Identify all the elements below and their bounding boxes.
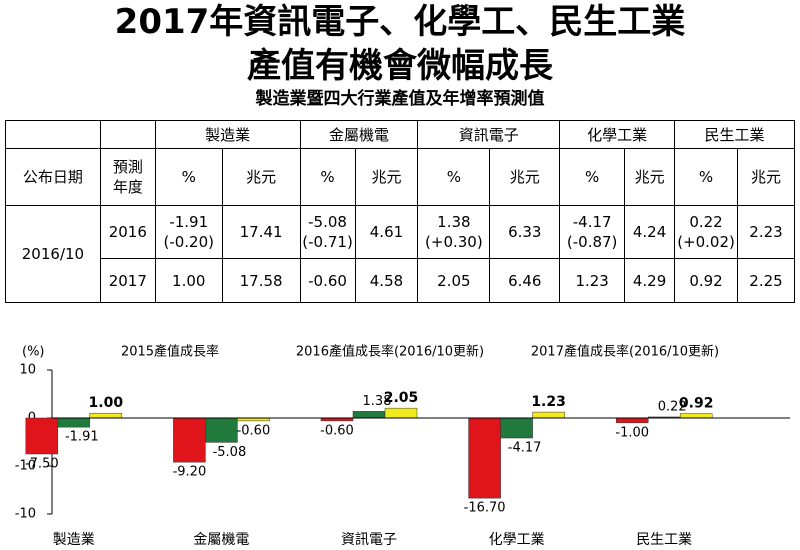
bar: [205, 417, 238, 443]
table-cell: 4.24: [624, 205, 676, 259]
x-tick-label: 化學工業: [489, 532, 545, 548]
table-cell: 2017: [99, 258, 156, 303]
bar: [352, 411, 386, 419]
bar: [468, 417, 501, 499]
value-label: -0.60: [320, 423, 354, 438]
bar: [532, 411, 565, 419]
x-tick-label: 製造業: [53, 532, 95, 548]
cell-line: 1.38: [437, 213, 471, 231]
table-cell: 1.38 (+0.30): [417, 205, 491, 259]
table-cell: 2.23: [737, 205, 795, 259]
title: 2017年資訊電子、化學工、民生工業: [114, 2, 686, 42]
cell-line: 預測: [112, 158, 143, 176]
bar: [500, 417, 533, 439]
table-cell: 預測 年度: [99, 148, 156, 206]
value-label: -16.70: [464, 501, 506, 516]
title: 產值有機會微幅成長: [247, 46, 553, 86]
legend-label: 2015產值成長率: [121, 344, 219, 360]
cell-line: 年度: [112, 178, 143, 196]
bar: [615, 417, 649, 424]
value-label: 0.22: [658, 399, 687, 414]
y-tick-label: 10: [19, 363, 36, 378]
table-row: 2016/10 2016 -1.91 (-0.20) 17.41 -5.08 (-0.71)…: [5, 205, 795, 303]
table-cell: 兆元: [737, 148, 795, 206]
table-row: 公布日期 預測 年度% 兆元% 兆元% 兆元% 兆元% 兆元: [5, 148, 795, 206]
bar: [89, 412, 123, 419]
table-cell: 2016: [99, 205, 156, 259]
y-tick-label: -10: [15, 459, 36, 474]
value-label: -1.91: [65, 430, 99, 445]
cell-line: -5.08: [308, 213, 347, 231]
table-cell: 2.05: [417, 258, 491, 303]
x-tick-label: 金屬機電: [193, 532, 249, 548]
cell-line: (+0.30): [425, 233, 483, 251]
table-cell: 2016/10: [5, 205, 101, 303]
legend-label: 2017產值成長率(2016/10更新): [531, 344, 719, 360]
value-label: 1.38: [363, 394, 392, 409]
x-tick-label: 民生工業: [636, 532, 692, 548]
y-axis-label: (%): [22, 345, 45, 360]
bar: [173, 417, 206, 463]
table-cell: 兆元: [489, 148, 561, 206]
bar: [384, 407, 418, 419]
x-tick-label: 資訊電子: [341, 532, 397, 548]
table-cell: %: [299, 148, 356, 206]
value-label: 0.92: [679, 396, 714, 412]
table-cell: 兆元: [221, 148, 301, 206]
data-table: 製造業 金屬機電 資訊電子 化學工業 民生工業 公布日期 預測 年度% 兆元% 兆元% 兆元% 兆元%…: [5, 120, 795, 303]
table-cell: 17.58: [221, 258, 301, 303]
table-cell: 6.46: [489, 258, 561, 303]
bar: [25, 417, 59, 455]
cell-line: -4.17: [572, 213, 612, 231]
subtitle: 製造業暨四大行業產值及年增率預測值: [255, 89, 545, 109]
bar: [679, 413, 713, 419]
value-label: -9.20: [173, 465, 207, 480]
value-label: -4.17: [508, 441, 542, 456]
table-cell: 兆元: [354, 148, 419, 206]
table-cell: -1.91 (-0.20): [154, 205, 223, 259]
cell-line: (-0.87): [566, 233, 618, 251]
cell-line: (-0.20): [163, 233, 214, 251]
table-cell: %: [559, 148, 626, 206]
table-cell: 4.58: [354, 258, 419, 303]
table-cell: 製造業: [154, 120, 301, 149]
table-row: 製造業 金屬機電 資訊電子 化學工業 民生工業: [5, 120, 795, 149]
table-cell: -5.08 (-0.71): [299, 205, 356, 259]
table-row: 2017 1.00 17.58 -0.60 4.58 2.05 6.46 1.23 4.29 0.…: [6, 258, 795, 303]
y-tick-label: -10: [15, 507, 36, 522]
value-label: 1.00: [89, 395, 124, 411]
value-label: -1.00: [615, 425, 649, 440]
legend-label: 2016產值成長率(2016/10更新): [296, 344, 484, 360]
table-cell: 6.33: [489, 205, 561, 259]
cell-line: (+0.02): [677, 233, 735, 251]
cell-line: -1.91: [169, 213, 209, 231]
value-label: 1.23: [531, 394, 566, 410]
table-cell: %: [417, 148, 491, 206]
table-cell: 0.92: [674, 258, 739, 303]
table-cell: 1.23: [559, 258, 626, 303]
bar: [57, 417, 91, 428]
table-cell: 4.61: [354, 205, 419, 259]
cell-line: 0.22: [689, 213, 723, 231]
value-label: -0.60: [237, 423, 271, 438]
value-label: -7.50: [25, 457, 59, 472]
value-label: -5.08: [213, 445, 247, 460]
table-cell: 1.00: [154, 258, 223, 303]
cell-line: (-0.71): [302, 233, 353, 251]
table-cell: %: [154, 148, 223, 206]
table-cell: -4.17 (-0.87): [559, 205, 626, 259]
table-cell: 2.25: [737, 258, 795, 303]
table-cell: 4.29: [624, 258, 676, 303]
table-cell: 化學工業: [559, 120, 676, 149]
value-label: 2.05: [384, 390, 419, 406]
table-cell: -0.60: [299, 258, 356, 303]
